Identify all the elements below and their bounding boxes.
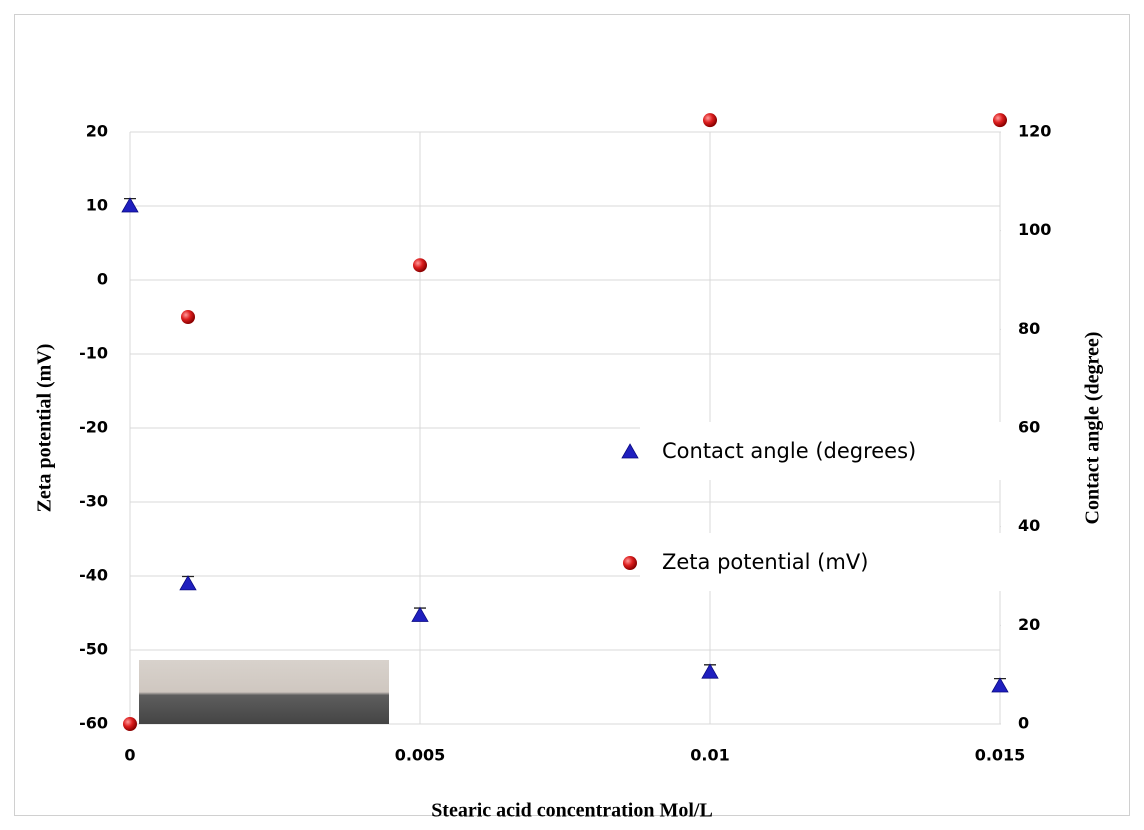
y2-tick-label: 120 xyxy=(1018,122,1051,141)
marks xyxy=(121,113,1009,731)
legend: Contact angle (degrees) Zeta potential (m… xyxy=(621,422,1014,591)
y2-tick-label: 0 xyxy=(1018,714,1029,733)
y2-tick-label: 40 xyxy=(1018,516,1040,535)
circle-marker xyxy=(703,113,717,128)
y2-tick-label: 100 xyxy=(1018,220,1051,239)
triangle-marker xyxy=(179,575,197,591)
y-tick-label: -50 xyxy=(79,640,108,659)
y2-tick-label: 80 xyxy=(1018,319,1040,338)
y-tick-label: -20 xyxy=(79,418,108,437)
y-tick-label: -40 xyxy=(79,566,108,585)
x-tick-label: 0.01 xyxy=(690,746,729,765)
y-tick-label: -30 xyxy=(79,492,108,511)
x-tick-label: 0.005 xyxy=(395,746,446,765)
triangle-marker xyxy=(701,663,719,679)
triangle-marker xyxy=(991,677,1009,693)
y2-axis-title: Contact angle (degree) xyxy=(1082,332,1104,525)
y2-tick-label: 60 xyxy=(1018,418,1040,437)
legend-background xyxy=(640,422,1014,480)
legend-marker xyxy=(623,556,637,570)
triangle-marker xyxy=(411,606,429,622)
legend-label: Contact angle (degrees) xyxy=(662,439,916,463)
legend-background xyxy=(640,533,1014,591)
y-tick-label: -10 xyxy=(79,344,108,363)
y2-tick-label: 20 xyxy=(1018,615,1040,634)
legend-marker xyxy=(621,443,639,459)
y-tick-label: 20 xyxy=(86,122,108,141)
circle-marker xyxy=(181,310,195,324)
y-tick-label: -60 xyxy=(79,714,108,733)
inset-photo xyxy=(139,660,389,724)
triangle-marker xyxy=(121,197,139,213)
circle-marker xyxy=(413,258,427,273)
y-axis-title: Zeta potential (mV) xyxy=(34,344,56,513)
y-tick-label: 0 xyxy=(97,270,108,289)
y-tick-label: 10 xyxy=(86,196,108,215)
x-axis-title: Stearic acid concentration Mol/L xyxy=(431,800,713,822)
x-tick-label: 0 xyxy=(124,746,135,765)
legend-label: Zeta potential (mV) xyxy=(662,550,868,574)
circle-marker xyxy=(123,717,137,731)
x-tick-label: 0.015 xyxy=(975,746,1026,765)
circle-marker xyxy=(993,113,1007,128)
